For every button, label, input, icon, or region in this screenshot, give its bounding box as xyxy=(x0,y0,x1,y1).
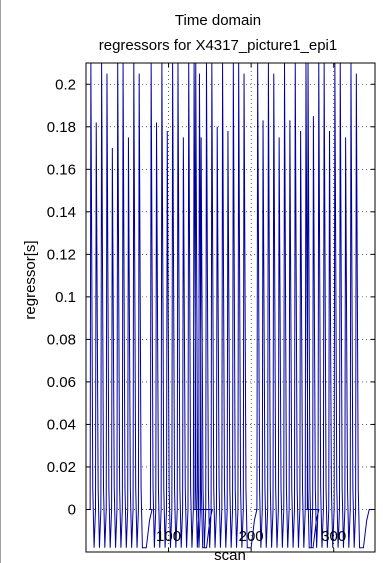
y-tick-label: 0 xyxy=(68,501,76,518)
x-tick-label: 100 xyxy=(156,528,181,545)
regressor-line xyxy=(86,62,375,549)
y-tick-label: 0.1 xyxy=(55,289,76,306)
x-tick-label: 300 xyxy=(321,528,346,545)
chart-title-line-2: regressors for X4317_picture1_epi1 xyxy=(99,37,337,54)
y-tick-label: 0.14 xyxy=(47,204,76,221)
y-tick-labels: 0 0.02 0.04 0.06 0.08 0.1 0.12 0.14 0.16 0.18 0.2 xyxy=(47,76,76,518)
y-tick-label: 0.18 xyxy=(47,119,76,136)
y-tick-label: 0.02 xyxy=(47,459,76,476)
y-tick-label: 0.16 xyxy=(47,161,76,178)
regressor-series xyxy=(86,62,375,549)
y-axis-label: regressor[s] xyxy=(22,240,39,319)
window-left-border xyxy=(0,0,1,563)
y-tick-label: 0.04 xyxy=(47,416,76,433)
x-axis-label: scan xyxy=(214,547,246,563)
y-tick-label: 0.2 xyxy=(55,76,76,93)
grid-lines xyxy=(86,63,375,552)
tick-marks xyxy=(86,63,375,552)
y-tick-label: 0.12 xyxy=(47,246,76,263)
chart-title-line-1: Time domain xyxy=(175,12,261,29)
x-tick-label: 200 xyxy=(239,528,264,545)
axes-box xyxy=(85,62,376,553)
y-tick-label: 0.08 xyxy=(47,331,76,348)
x-tick-labels: 100 200 300 xyxy=(156,528,346,545)
y-tick-label: 0.06 xyxy=(47,374,76,391)
